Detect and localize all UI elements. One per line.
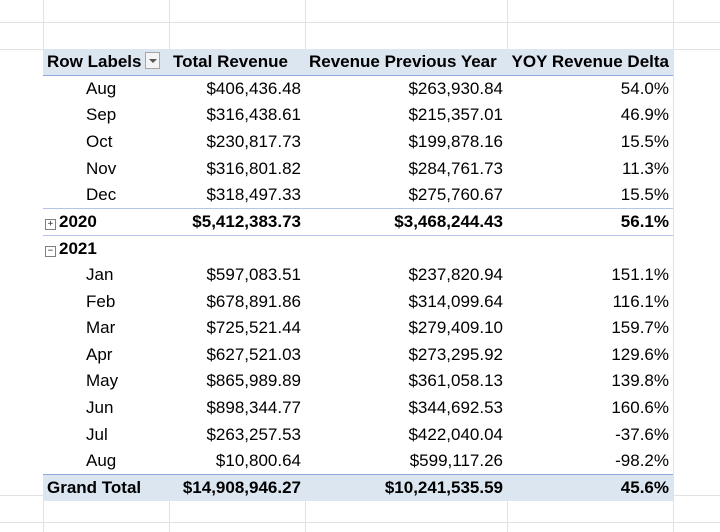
revenue-previous-year-cell[interactable]: $215,357.01: [408, 105, 503, 125]
yoy-delta-cell[interactable]: -98.2%: [615, 450, 669, 470]
yoy-delta-cell[interactable]: 15.5%: [620, 132, 669, 152]
expand-icon[interactable]: +: [45, 218, 56, 230]
year-label-cell[interactable]: +2020: [43, 208, 169, 236]
total-revenue-cell[interactable]: $318,497.33: [206, 185, 301, 205]
row-label[interactable]: Nov: [86, 158, 117, 178]
row-label[interactable]: Dec: [86, 185, 117, 205]
table-row[interactable]: Aug $406,436.48 $263,930.84 54.0%: [43, 76, 673, 103]
table-row[interactable]: Dec $318,497.33 $275,760.67 15.5%: [43, 182, 673, 209]
yoy-delta-cell[interactable]: 139.8%: [611, 371, 669, 391]
table-row[interactable]: Sep $316,438.61 $215,357.01 46.9%: [43, 102, 673, 129]
row-label[interactable]: Oct: [86, 132, 113, 152]
filter-dropdown-icon[interactable]: [145, 52, 161, 70]
revenue-previous-year-cell[interactable]: $314,099.64: [408, 291, 503, 311]
total-revenue-cell[interactable]: $316,438.61: [206, 105, 301, 125]
year-label: 2020: [59, 211, 97, 231]
row-labels-text: Row Labels: [47, 52, 142, 72]
table-row[interactable]: Mar $725,521.44 $279,409.10 159.7%: [43, 315, 673, 342]
year-total-revenue-cell[interactable]: $5,412,383.73: [169, 208, 305, 236]
year-label-cell[interactable]: −2021: [43, 234, 169, 262]
table-row[interactable]: Jun $898,344.77 $344,692.53 160.6%: [43, 395, 673, 422]
year-label: 2021: [59, 238, 97, 258]
row-label[interactable]: Aug: [86, 450, 117, 470]
table-row[interactable]: Aug $10,800.64 $599,117.26 -98.2%: [43, 448, 673, 475]
grand-total-label[interactable]: Grand Total: [43, 474, 169, 502]
row-label[interactable]: Feb: [86, 291, 116, 311]
total-revenue-cell[interactable]: $230,817.73: [206, 132, 301, 152]
total-revenue-cell[interactable]: $678,891.86: [206, 291, 301, 311]
row-label[interactable]: Jul: [86, 424, 108, 444]
row-label[interactable]: Aug: [86, 79, 117, 99]
table-row[interactable]: Nov $316,801.82 $284,761.73 11.3%: [43, 155, 673, 182]
yoy-delta-cell[interactable]: 15.5%: [620, 185, 669, 205]
row-label[interactable]: Sep: [86, 105, 117, 125]
yoy-revenue-delta-header[interactable]: YOY Revenue Delta: [507, 49, 673, 77]
total-revenue-cell[interactable]: $627,521.03: [206, 344, 301, 364]
revenue-previous-year-cell[interactable]: $273,295.92: [408, 344, 503, 364]
revenue-previous-year-cell[interactable]: $344,692.53: [408, 398, 503, 418]
revenue-previous-year-cell[interactable]: $237,820.94: [408, 265, 503, 285]
table-row[interactable]: Jan $597,083.51 $237,820.94 151.1%: [43, 262, 673, 289]
revenue-previous-year-cell[interactable]: $199,878.16: [408, 132, 503, 152]
yoy-delta-cell[interactable]: 129.6%: [611, 344, 669, 364]
yoy-delta-cell[interactable]: 151.1%: [611, 265, 669, 285]
revenue-previous-year-cell[interactable]: $284,761.73: [408, 158, 503, 178]
row-labels-header[interactable]: Row Labels: [43, 49, 169, 77]
revenue-previous-year-cell[interactable]: $422,040.04: [408, 424, 503, 444]
empty-cell[interactable]: [305, 234, 507, 262]
total-revenue-cell[interactable]: $597,083.51: [206, 265, 301, 285]
empty-cell[interactable]: [169, 234, 305, 262]
table-row[interactable]: Jul $263,257.53 $422,040.04 -37.6%: [43, 421, 673, 448]
revenue-previous-year-header[interactable]: Revenue Previous Year: [305, 49, 507, 77]
total-revenue-cell[interactable]: $406,436.48: [206, 79, 301, 99]
revenue-previous-year-cell[interactable]: $263,930.84: [408, 79, 503, 99]
table-row[interactable]: Feb $678,891.86 $314,099.64 116.1%: [43, 288, 673, 315]
total-revenue-cell[interactable]: $10,800.64: [215, 450, 301, 470]
row-label[interactable]: May: [86, 371, 119, 391]
revenue-previous-year-cell[interactable]: $279,409.10: [408, 318, 503, 338]
year-row-2020[interactable]: +2020 $5,412,383.73 $3,468,244.43 56.1%: [43, 208, 673, 236]
table-row[interactable]: May $865,989.89 $361,058.13 139.8%: [43, 368, 673, 395]
yoy-delta-cell[interactable]: 159.7%: [611, 318, 669, 338]
row-label[interactable]: Mar: [86, 318, 116, 338]
row-label[interactable]: Jun: [86, 398, 114, 418]
revenue-previous-year-cell[interactable]: $275,760.67: [408, 185, 503, 205]
total-revenue-cell[interactable]: $263,257.53: [206, 424, 301, 444]
yoy-delta-cell[interactable]: 54.0%: [620, 79, 669, 99]
yoy-delta-cell[interactable]: 11.3%: [622, 158, 669, 178]
grand-total-revenue-cell[interactable]: $14,908,946.27: [169, 474, 305, 502]
collapse-icon[interactable]: −: [45, 245, 56, 257]
grand-total-row[interactable]: Grand Total $14,908,946.27 $10,241,535.5…: [43, 474, 673, 502]
total-revenue-cell[interactable]: $898,344.77: [206, 398, 301, 418]
total-revenue-cell[interactable]: $865,989.89: [206, 371, 301, 391]
revenue-previous-year-cell[interactable]: $599,117.26: [409, 450, 503, 470]
pivot-table: Row Labels Total Revenue Revenue Previou…: [43, 49, 673, 502]
yoy-delta-cell[interactable]: -37.6%: [615, 424, 669, 444]
table-row[interactable]: Apr $627,521.03 $273,295.92 129.6%: [43, 342, 673, 369]
total-revenue-cell[interactable]: $725,521.44: [206, 318, 301, 338]
total-revenue-header[interactable]: Total Revenue: [169, 49, 305, 77]
grand-total-yoy-delta-cell[interactable]: 45.6%: [507, 474, 673, 502]
empty-cell[interactable]: [507, 234, 673, 262]
header-row: Row Labels Total Revenue Revenue Previou…: [43, 49, 673, 77]
table-row[interactable]: Oct $230,817.73 $199,878.16 15.5%: [43, 129, 673, 156]
year-revenue-previous-year-cell[interactable]: $3,468,244.43: [305, 208, 507, 236]
yoy-delta-cell[interactable]: 116.1%: [612, 291, 669, 311]
row-label[interactable]: Jan: [86, 265, 114, 285]
year-row-2021[interactable]: −2021: [43, 234, 673, 262]
yoy-delta-cell[interactable]: 46.9%: [620, 105, 669, 125]
grand-total-revenue-previous-year-cell[interactable]: $10,241,535.59: [305, 474, 507, 502]
year-yoy-delta-cell[interactable]: 56.1%: [507, 208, 673, 236]
yoy-delta-cell[interactable]: 160.6%: [611, 398, 669, 418]
row-label[interactable]: Apr: [86, 344, 113, 364]
revenue-previous-year-cell[interactable]: $361,058.13: [408, 371, 503, 391]
total-revenue-cell[interactable]: $316,801.82: [206, 158, 301, 178]
